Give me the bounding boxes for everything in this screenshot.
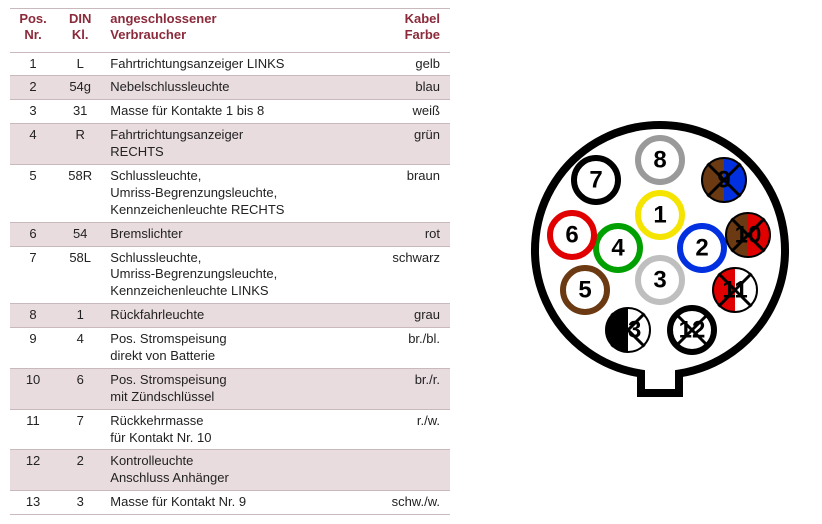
cell-farbe: br./bl. <box>366 328 450 369</box>
cell-pos: 4 <box>10 124 56 165</box>
cell-verbraucher: Schlussleuchte,Umriss-Begrenzungsleuchte… <box>104 164 366 222</box>
cell-verbraucher: Bremslichter <box>104 222 366 246</box>
cell-din: 7 <box>56 409 104 450</box>
pin-8: 8 <box>638 138 682 182</box>
pin-assignment-table: Pos.Nr. DINKl. angeschlossenerVerbrauche… <box>10 8 450 515</box>
connector-diagram-region: 12345678910111213 <box>470 0 822 524</box>
cell-din: R <box>56 124 104 165</box>
pin-11: 11 <box>713 268 757 312</box>
pin-1: 1 <box>638 193 682 237</box>
cell-verbraucher: Rückfahrleuchte <box>104 304 366 328</box>
pin-label-8: 8 <box>653 147 666 174</box>
cell-verbraucher: Fahrtrichtungsanzeiger LINKS <box>104 52 366 76</box>
pin-label-4: 4 <box>611 235 625 262</box>
cell-farbe: braun <box>366 164 450 222</box>
table-row: 654Bremslichterrot <box>10 222 450 246</box>
pin-3: 3 <box>638 258 682 302</box>
pin-4: 4 <box>596 226 640 270</box>
cell-farbe: rot <box>366 222 450 246</box>
table-row: 94Pos. Stromspeisungdirekt von Batterieb… <box>10 328 450 369</box>
cell-farbe: schwarz <box>366 246 450 304</box>
pin-label-9: 9 <box>717 167 730 194</box>
cell-din: 1 <box>56 304 104 328</box>
cell-verbraucher: Pos. Stromspeisungdirekt von Batterie <box>104 328 366 369</box>
cell-din: 4 <box>56 328 104 369</box>
table-row: 122KontrolleuchteAnschluss Anhänger <box>10 450 450 491</box>
pin-7: 7 <box>574 158 618 202</box>
cell-farbe: weiß <box>366 100 450 124</box>
table-row: 558RSchlussleuchte,Umriss-Begrenzungsleu… <box>10 164 450 222</box>
cell-din: 58L <box>56 246 104 304</box>
table-row: 117Rückkehrmassefür Kontakt Nr. 10r./w. <box>10 409 450 450</box>
cell-pos: 12 <box>10 450 56 491</box>
pin-label-12: 12 <box>679 317 706 344</box>
cell-pos: 10 <box>10 368 56 409</box>
pin-label-10: 10 <box>735 222 762 249</box>
col-header-pos: Pos.Nr. <box>10 9 56 53</box>
cell-pos: 8 <box>10 304 56 328</box>
table-row: 133Masse für Kontakt Nr. 9schw./w. <box>10 491 450 515</box>
cell-pos: 1 <box>10 52 56 76</box>
table-row: 1LFahrtrichtungsanzeiger LINKSgelb <box>10 52 450 76</box>
cell-pos: 13 <box>10 491 56 515</box>
cell-farbe: schw./w. <box>366 491 450 515</box>
cell-verbraucher: Schlussleuchte,Umriss-Begrenzungsleuchte… <box>104 246 366 304</box>
col-header-farbe: KabelFarbe <box>366 9 450 53</box>
cell-verbraucher: Nebelschlussleuchte <box>104 76 366 100</box>
table-row: 106Pos. Stromspeisungmit Zündschlüsselbr… <box>10 368 450 409</box>
cell-farbe: grau <box>366 304 450 328</box>
pin-12: 12 <box>670 308 714 352</box>
cell-verbraucher: Masse für Kontakte 1 bis 8 <box>104 100 366 124</box>
pin-assignment-table-region: Pos.Nr. DINKl. angeschlossenerVerbrauche… <box>0 0 470 524</box>
pin-label-5: 5 <box>578 277 591 304</box>
table-row: 331Masse für Kontakte 1 bis 8weiß <box>10 100 450 124</box>
col-header-din: DINKl. <box>56 9 104 53</box>
cell-verbraucher: Pos. Stromspeisungmit Zündschlüssel <box>104 368 366 409</box>
cell-din: 54g <box>56 76 104 100</box>
cell-din: 3 <box>56 491 104 515</box>
pin-5: 5 <box>563 268 607 312</box>
cell-farbe: br./r. <box>366 368 450 409</box>
cell-pos: 7 <box>10 246 56 304</box>
cell-pos: 5 <box>10 164 56 222</box>
table-row: 254gNebelschlussleuchteblau <box>10 76 450 100</box>
cell-din: 58R <box>56 164 104 222</box>
pin-label-6: 6 <box>565 222 578 249</box>
cell-pos: 6 <box>10 222 56 246</box>
cell-farbe <box>366 450 450 491</box>
connector-diagram: 12345678910111213 <box>530 120 810 400</box>
cell-din: 2 <box>56 450 104 491</box>
pin-label-2: 2 <box>695 235 708 262</box>
cell-din: 31 <box>56 100 104 124</box>
pin-9: 9 <box>702 158 746 202</box>
cell-din: L <box>56 52 104 76</box>
cell-farbe: blau <box>366 76 450 100</box>
cell-pos: 2 <box>10 76 56 100</box>
pin-label-13: 13 <box>615 317 642 344</box>
cell-farbe: gelb <box>366 52 450 76</box>
pin-label-11: 11 <box>722 277 747 304</box>
pin-6: 6 <box>550 213 594 257</box>
cell-verbraucher: FahrtrichtungsanzeigerRECHTS <box>104 124 366 165</box>
pin-label-1: 1 <box>653 202 666 229</box>
table-row: 758LSchlussleuchte,Umriss-Begrenzungsleu… <box>10 246 450 304</box>
cell-pos: 11 <box>10 409 56 450</box>
pin-2: 2 <box>680 226 724 270</box>
cell-verbraucher: Masse für Kontakt Nr. 9 <box>104 491 366 515</box>
cell-farbe: grün <box>366 124 450 165</box>
pin-10: 10 <box>726 213 770 257</box>
cell-verbraucher: Rückkehrmassefür Kontakt Nr. 10 <box>104 409 366 450</box>
table-row: 4RFahrtrichtungsanzeigerRECHTSgrün <box>10 124 450 165</box>
cell-din: 54 <box>56 222 104 246</box>
cell-pos: 9 <box>10 328 56 369</box>
col-header-verbraucher: angeschlossenerVerbraucher <box>104 9 366 53</box>
pin-label-7: 7 <box>589 167 602 194</box>
pin-label-3: 3 <box>653 267 666 294</box>
cell-verbraucher: KontrolleuchteAnschluss Anhänger <box>104 450 366 491</box>
cell-pos: 3 <box>10 100 56 124</box>
cell-farbe: r./w. <box>366 409 450 450</box>
pin-13: 13 <box>606 308 650 352</box>
table-row: 81Rückfahrleuchtegrau <box>10 304 450 328</box>
cell-din: 6 <box>56 368 104 409</box>
